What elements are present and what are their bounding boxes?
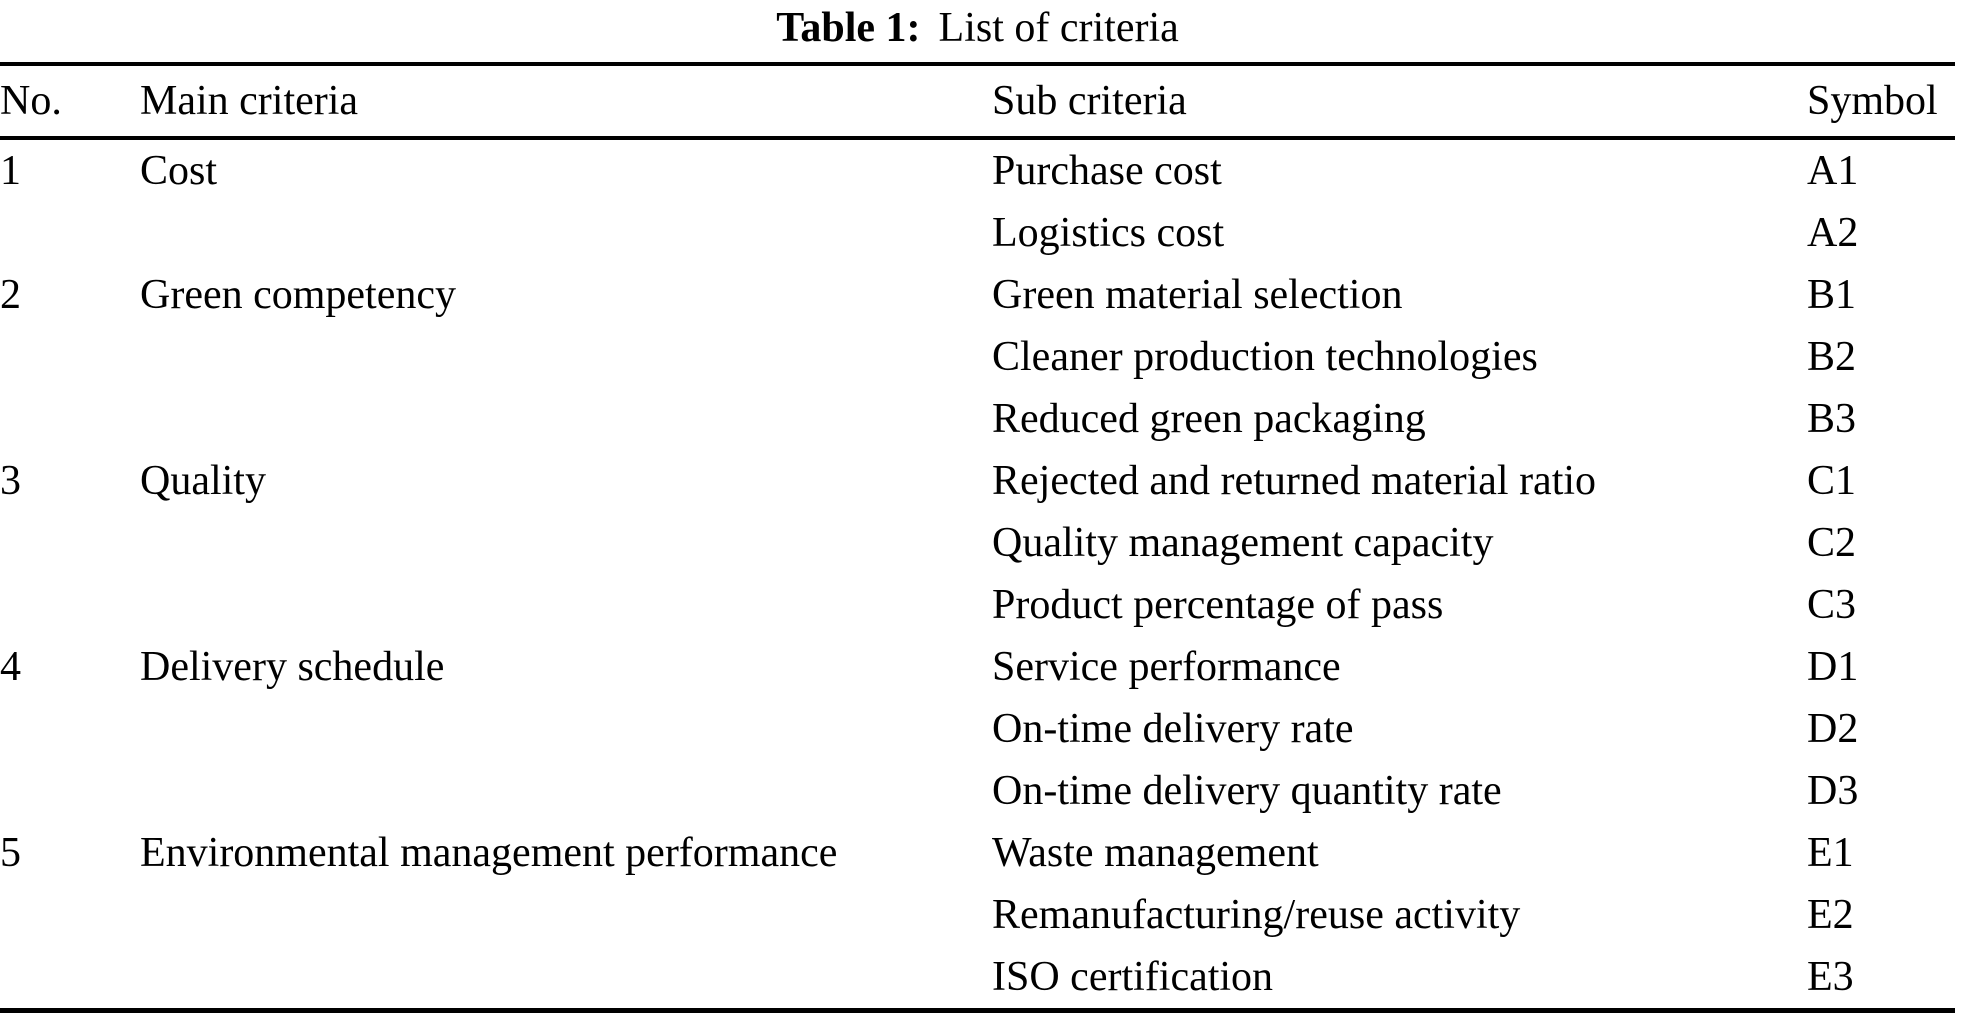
- cell-no: [0, 326, 140, 388]
- table-row: ISO certification E3: [0, 946, 1955, 1011]
- cell-main-criteria: Green competency: [140, 272, 457, 318]
- cell-sub-criteria: Purchase cost: [992, 148, 1222, 194]
- cell-no: [0, 202, 140, 264]
- cell-main-criteria: [140, 202, 992, 264]
- cell-no: [0, 884, 140, 946]
- column-header-symbol: Symbol: [1807, 64, 1955, 140]
- cell-main-criteria: [140, 512, 992, 574]
- cell-main-criteria: [140, 574, 992, 636]
- cell-no: [0, 574, 140, 636]
- table-row: 3 Quality Rejected and returned material…: [0, 450, 1955, 512]
- cell-sub-criteria: Cleaner production technologies: [992, 334, 1538, 380]
- cell-symbol: B2: [1807, 334, 1857, 380]
- table-row: Quality management capacity C2: [0, 512, 1955, 574]
- cell-sub-criteria: ISO certification: [992, 954, 1274, 1000]
- cell-symbol: A2: [1807, 210, 1859, 256]
- cell-symbol: B3: [1807, 396, 1857, 442]
- cell-symbol: D2: [1807, 706, 1859, 752]
- table-header: No. Main criteria Sub criteria Symbol: [0, 64, 1955, 140]
- cell-symbol: A1: [1807, 148, 1859, 194]
- cell-no: [0, 946, 140, 1011]
- cell-sub-criteria: Remanufacturing/reuse activity: [992, 892, 1521, 938]
- cell-no: 5: [0, 830, 21, 876]
- header-row: No. Main criteria Sub criteria Symbol: [0, 64, 1955, 140]
- cell-symbol: B1: [1807, 272, 1857, 318]
- cell-sub-criteria: Logistics cost: [992, 210, 1225, 256]
- cell-main-criteria: [140, 326, 992, 388]
- cell-main-criteria: Environmental management performance: [140, 830, 838, 876]
- cell-no: [0, 388, 140, 450]
- cell-no: 1: [0, 148, 21, 194]
- cell-sub-criteria: Product percentage of pass: [992, 582, 1444, 628]
- cell-main-criteria: [140, 760, 992, 822]
- cell-symbol: C1: [1807, 458, 1857, 504]
- table-row: 4 Delivery schedule Service performance …: [0, 636, 1955, 698]
- cell-no: 4: [0, 644, 21, 690]
- table-row: 5 Environmental management performance W…: [0, 822, 1955, 884]
- cell-sub-criteria: On-time delivery quantity rate: [992, 768, 1502, 814]
- column-header-sub-criteria: Sub criteria: [992, 64, 1807, 140]
- cell-symbol: E2: [1807, 892, 1854, 938]
- cell-main-criteria: Quality: [140, 458, 266, 504]
- cell-symbol: E3: [1807, 954, 1854, 1000]
- table-row: On-time delivery rate D2: [0, 698, 1955, 760]
- column-header-no: No.: [0, 64, 140, 140]
- table-row: Logistics cost A2: [0, 202, 1955, 264]
- table-row: On-time delivery quantity rate D3: [0, 760, 1955, 822]
- table-caption-label: Table 1:: [776, 5, 921, 51]
- table-body: 1 Cost Purchase cost A1 Logistics cost A…: [0, 138, 1955, 1011]
- cell-symbol: C2: [1807, 520, 1857, 566]
- cell-main-criteria: [140, 946, 992, 1011]
- cell-sub-criteria: On-time delivery rate: [992, 706, 1354, 752]
- criteria-table: No. Main criteria Sub criteria Symbol 1 …: [0, 62, 1955, 1013]
- cell-no: [0, 512, 140, 574]
- table-row: 2 Green competency Green material select…: [0, 264, 1955, 326]
- cell-no: [0, 760, 140, 822]
- cell-sub-criteria: Quality management capacity: [992, 520, 1494, 566]
- cell-no: 3: [0, 458, 21, 504]
- table-row: Reduced green packaging B3: [0, 388, 1955, 450]
- cell-sub-criteria: Service performance: [992, 644, 1341, 690]
- cell-symbol: C3: [1807, 582, 1857, 628]
- cell-main-criteria: [140, 698, 992, 760]
- cell-sub-criteria: Green material selection: [992, 272, 1403, 318]
- table-caption: Table 1: List of criteria: [0, 0, 1955, 62]
- cell-main-criteria: [140, 388, 992, 450]
- cell-symbol: E1: [1807, 830, 1854, 876]
- table-row: Product percentage of pass C3: [0, 574, 1955, 636]
- cell-sub-criteria: Reduced green packaging: [992, 396, 1426, 442]
- cell-symbol: D3: [1807, 768, 1859, 814]
- cell-sub-criteria: Rejected and returned material ratio: [992, 458, 1597, 504]
- cell-sub-criteria: Waste management: [992, 830, 1319, 876]
- cell-no: [0, 698, 140, 760]
- cell-main-criteria: [140, 884, 992, 946]
- cell-symbol: D1: [1807, 644, 1859, 690]
- cell-main-criteria: Delivery schedule: [140, 644, 445, 690]
- column-header-main-criteria: Main criteria: [140, 64, 992, 140]
- table-caption-text: List of criteria: [938, 5, 1179, 51]
- table-row: 1 Cost Purchase cost A1: [0, 138, 1955, 202]
- table-row: Remanufacturing/reuse activity E2: [0, 884, 1955, 946]
- table-row: Cleaner production technologies B2: [0, 326, 1955, 388]
- cell-main-criteria: Cost: [140, 148, 218, 194]
- cell-no: 2: [0, 272, 21, 318]
